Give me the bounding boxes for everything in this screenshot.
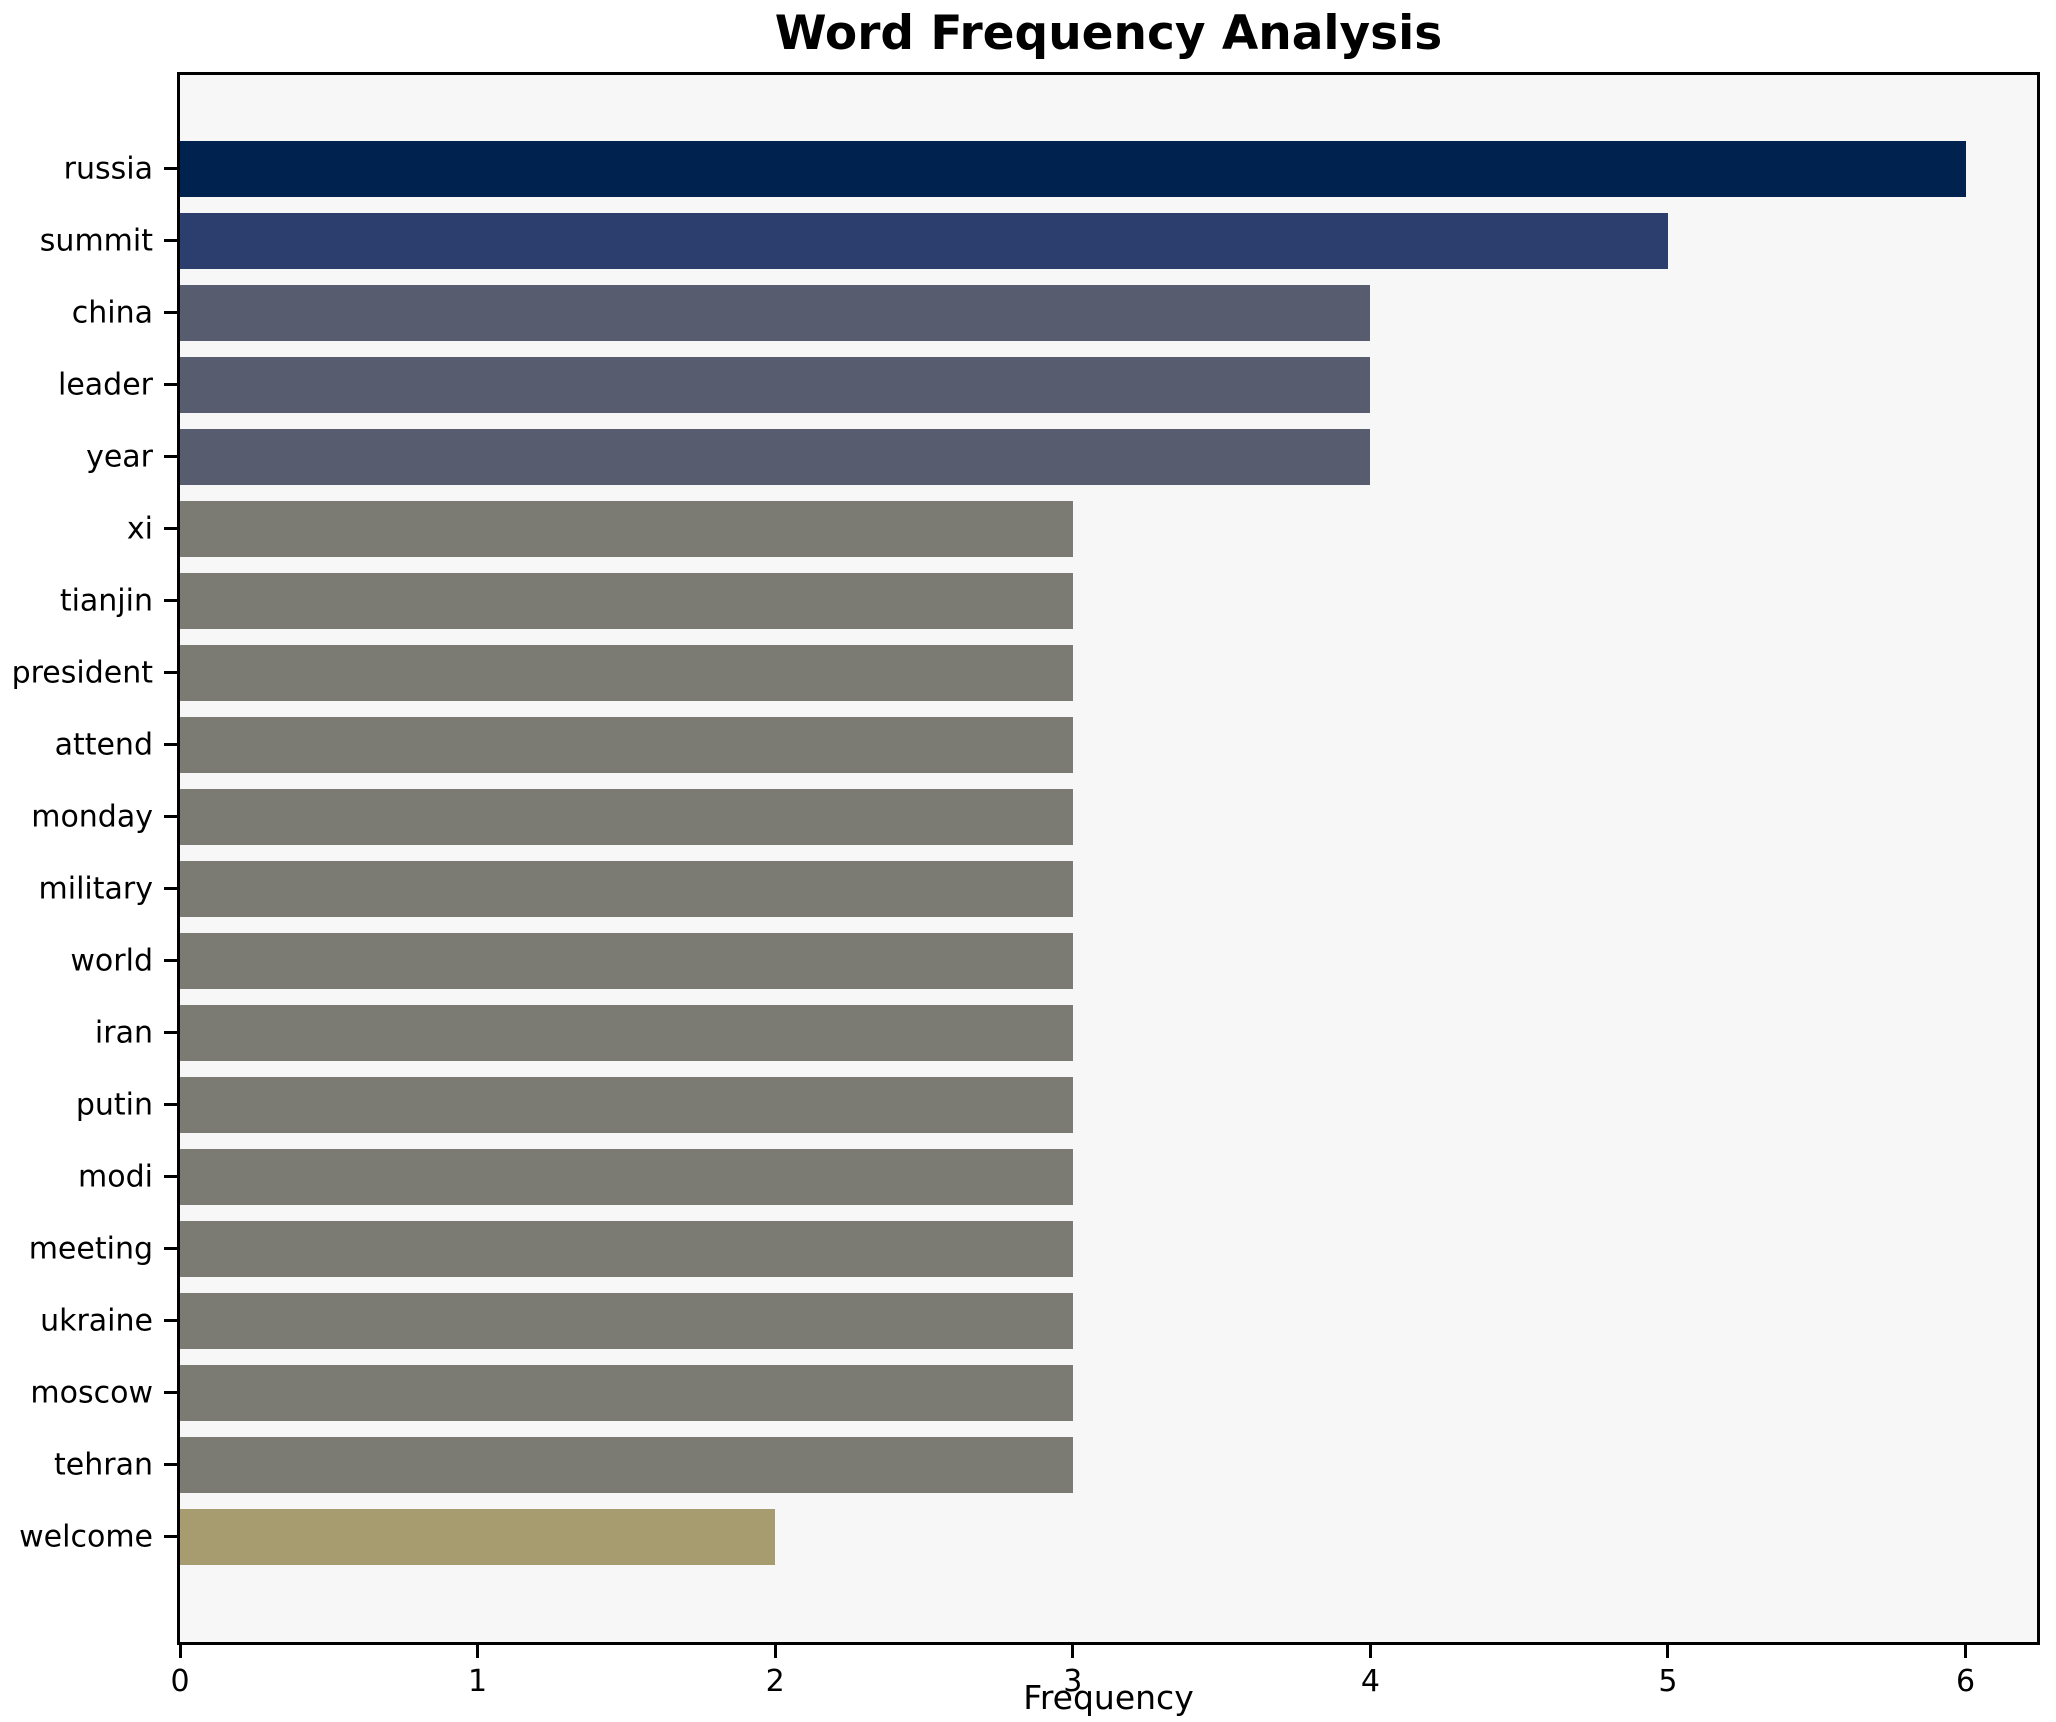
bar-moscow [180, 1365, 1073, 1421]
x-tick-mark [773, 1645, 777, 1658]
bar-row-military: military [39, 853, 2037, 925]
y-tick-label-tehran: tehran [54, 1447, 153, 1483]
bar-china [180, 285, 1371, 341]
y-tick-label-military: military [38, 871, 153, 907]
x-tick-label-6: 6 [1956, 1664, 1976, 1699]
y-tick-label-attend: attend [54, 727, 153, 763]
y-tick-mark [164, 455, 177, 458]
bar-row-year: year [86, 421, 2037, 493]
x-tick-label-4: 4 [1360, 1664, 1380, 1699]
x-tick-label-1: 1 [468, 1664, 488, 1699]
bar-summit [180, 213, 1668, 269]
bar-row-attend: attend [55, 709, 2037, 781]
x-tick-mark [1368, 1645, 1372, 1658]
plot-area: russia summit china leader year xi tianjin pres… [12, 72, 2040, 1699]
y-tick-label-president: president [11, 655, 153, 691]
y-tick-mark [164, 1463, 177, 1466]
bar-iran [180, 1005, 1073, 1061]
bar-row-china: china [72, 277, 2037, 349]
bar-row-tehran: tehran [54, 1429, 2037, 1501]
y-tick-mark [164, 1535, 177, 1538]
bar-row-iran: iran [95, 997, 2037, 1069]
x-tick-label-0: 0 [170, 1664, 190, 1699]
bar-row-tianjin: tianjin [60, 565, 2037, 637]
y-tick-label-summit: summit [39, 223, 153, 259]
y-tick-label-leader: leader [57, 367, 153, 403]
y-tick-label-monday: monday [31, 799, 153, 835]
bar-putin [180, 1077, 1073, 1133]
y-tick-mark [164, 743, 177, 746]
x-tick-mark [1666, 1645, 1670, 1658]
y-tick-mark [164, 1319, 177, 1322]
bar-row-moscow: moscow [30, 1357, 2037, 1429]
x-tick-label-2: 2 [765, 1664, 785, 1699]
x-axis-label: Frequency [1023, 1678, 1194, 1717]
y-tick-label-modi: modi [78, 1159, 153, 1195]
x-tick-mark [1964, 1645, 1968, 1658]
bar-row-leader: leader [58, 349, 2037, 421]
y-tick-label-russia: russia [63, 151, 153, 187]
y-tick-mark [164, 1391, 177, 1394]
y-tick-mark [164, 887, 177, 890]
y-tick-mark [164, 527, 177, 530]
y-tick-label-moscow: moscow [30, 1375, 153, 1411]
y-tick-label-iran: iran [94, 1015, 153, 1051]
y-tick-mark [164, 959, 177, 962]
x-tick-mark [178, 1645, 182, 1658]
bar-russia [180, 141, 1966, 197]
y-tick-label-year: year [86, 439, 153, 475]
y-tick-mark [164, 1175, 177, 1178]
bar-military [180, 861, 1073, 917]
y-tick-mark [164, 1103, 177, 1106]
y-tick-mark [164, 671, 177, 674]
bar-row-welcome: welcome [19, 1501, 2037, 1573]
y-tick-label-tianjin: tianjin [59, 583, 153, 619]
y-tick-mark [164, 383, 177, 386]
y-tick-mark [164, 815, 177, 818]
bar-row-summit: summit [40, 205, 2037, 277]
bar-welcome [180, 1509, 776, 1565]
y-tick-label-welcome: welcome [19, 1519, 153, 1555]
x-tick-mark [476, 1645, 480, 1658]
bar-monday [180, 789, 1073, 845]
y-tick-mark [164, 599, 177, 602]
bar-year [180, 429, 1371, 485]
y-tick-label-world: world [70, 943, 153, 979]
y-tick-mark [164, 239, 177, 242]
bar-leader [180, 357, 1371, 413]
y-tick-label-china: china [71, 295, 153, 331]
y-tick-mark [164, 167, 177, 170]
bar-row-world: world [70, 925, 2037, 997]
bar-row-modi: modi [78, 1141, 2037, 1213]
y-tick-label-meeting: meeting [28, 1231, 153, 1267]
bar-world [180, 933, 1073, 989]
bar-xi [180, 501, 1073, 557]
bar-row-ukraine: ukraine [40, 1285, 2037, 1357]
bar-row-xi: xi [127, 493, 2037, 565]
y-tick-label-xi: xi [126, 511, 153, 547]
x-tick-label-3: 3 [1063, 1664, 1083, 1699]
chart-title: Word Frequency Analysis [774, 6, 1443, 61]
bar-row-russia: russia [64, 133, 2037, 205]
bar-ukraine [180, 1293, 1073, 1349]
bar-tehran [180, 1437, 1073, 1493]
y-tick-label-putin: putin [75, 1087, 153, 1123]
bar-modi [180, 1149, 1073, 1205]
y-tick-mark [164, 1247, 177, 1250]
bar-row-monday: monday [31, 781, 2037, 853]
bar-row-meeting: meeting [29, 1213, 2037, 1285]
bar-tianjin [180, 573, 1073, 629]
bars-container: russia summit china leader year xi tianjin pres… [12, 133, 2037, 1573]
bar-president [180, 645, 1073, 701]
y-tick-mark [164, 1031, 177, 1034]
x-tick-mark [1071, 1645, 1075, 1658]
bar-row-putin: putin [76, 1069, 2037, 1141]
bar-attend [180, 717, 1073, 773]
bar-row-president: president [12, 637, 2037, 709]
y-tick-label-ukraine: ukraine [40, 1303, 153, 1339]
x-tick-label-5: 5 [1658, 1664, 1678, 1699]
bar-meeting [180, 1221, 1073, 1277]
y-tick-mark [164, 311, 177, 314]
